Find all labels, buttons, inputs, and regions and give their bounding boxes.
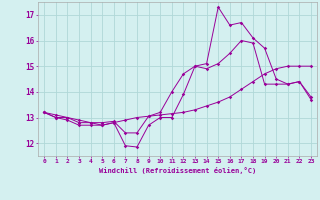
X-axis label: Windchill (Refroidissement éolien,°C): Windchill (Refroidissement éolien,°C): [99, 167, 256, 174]
